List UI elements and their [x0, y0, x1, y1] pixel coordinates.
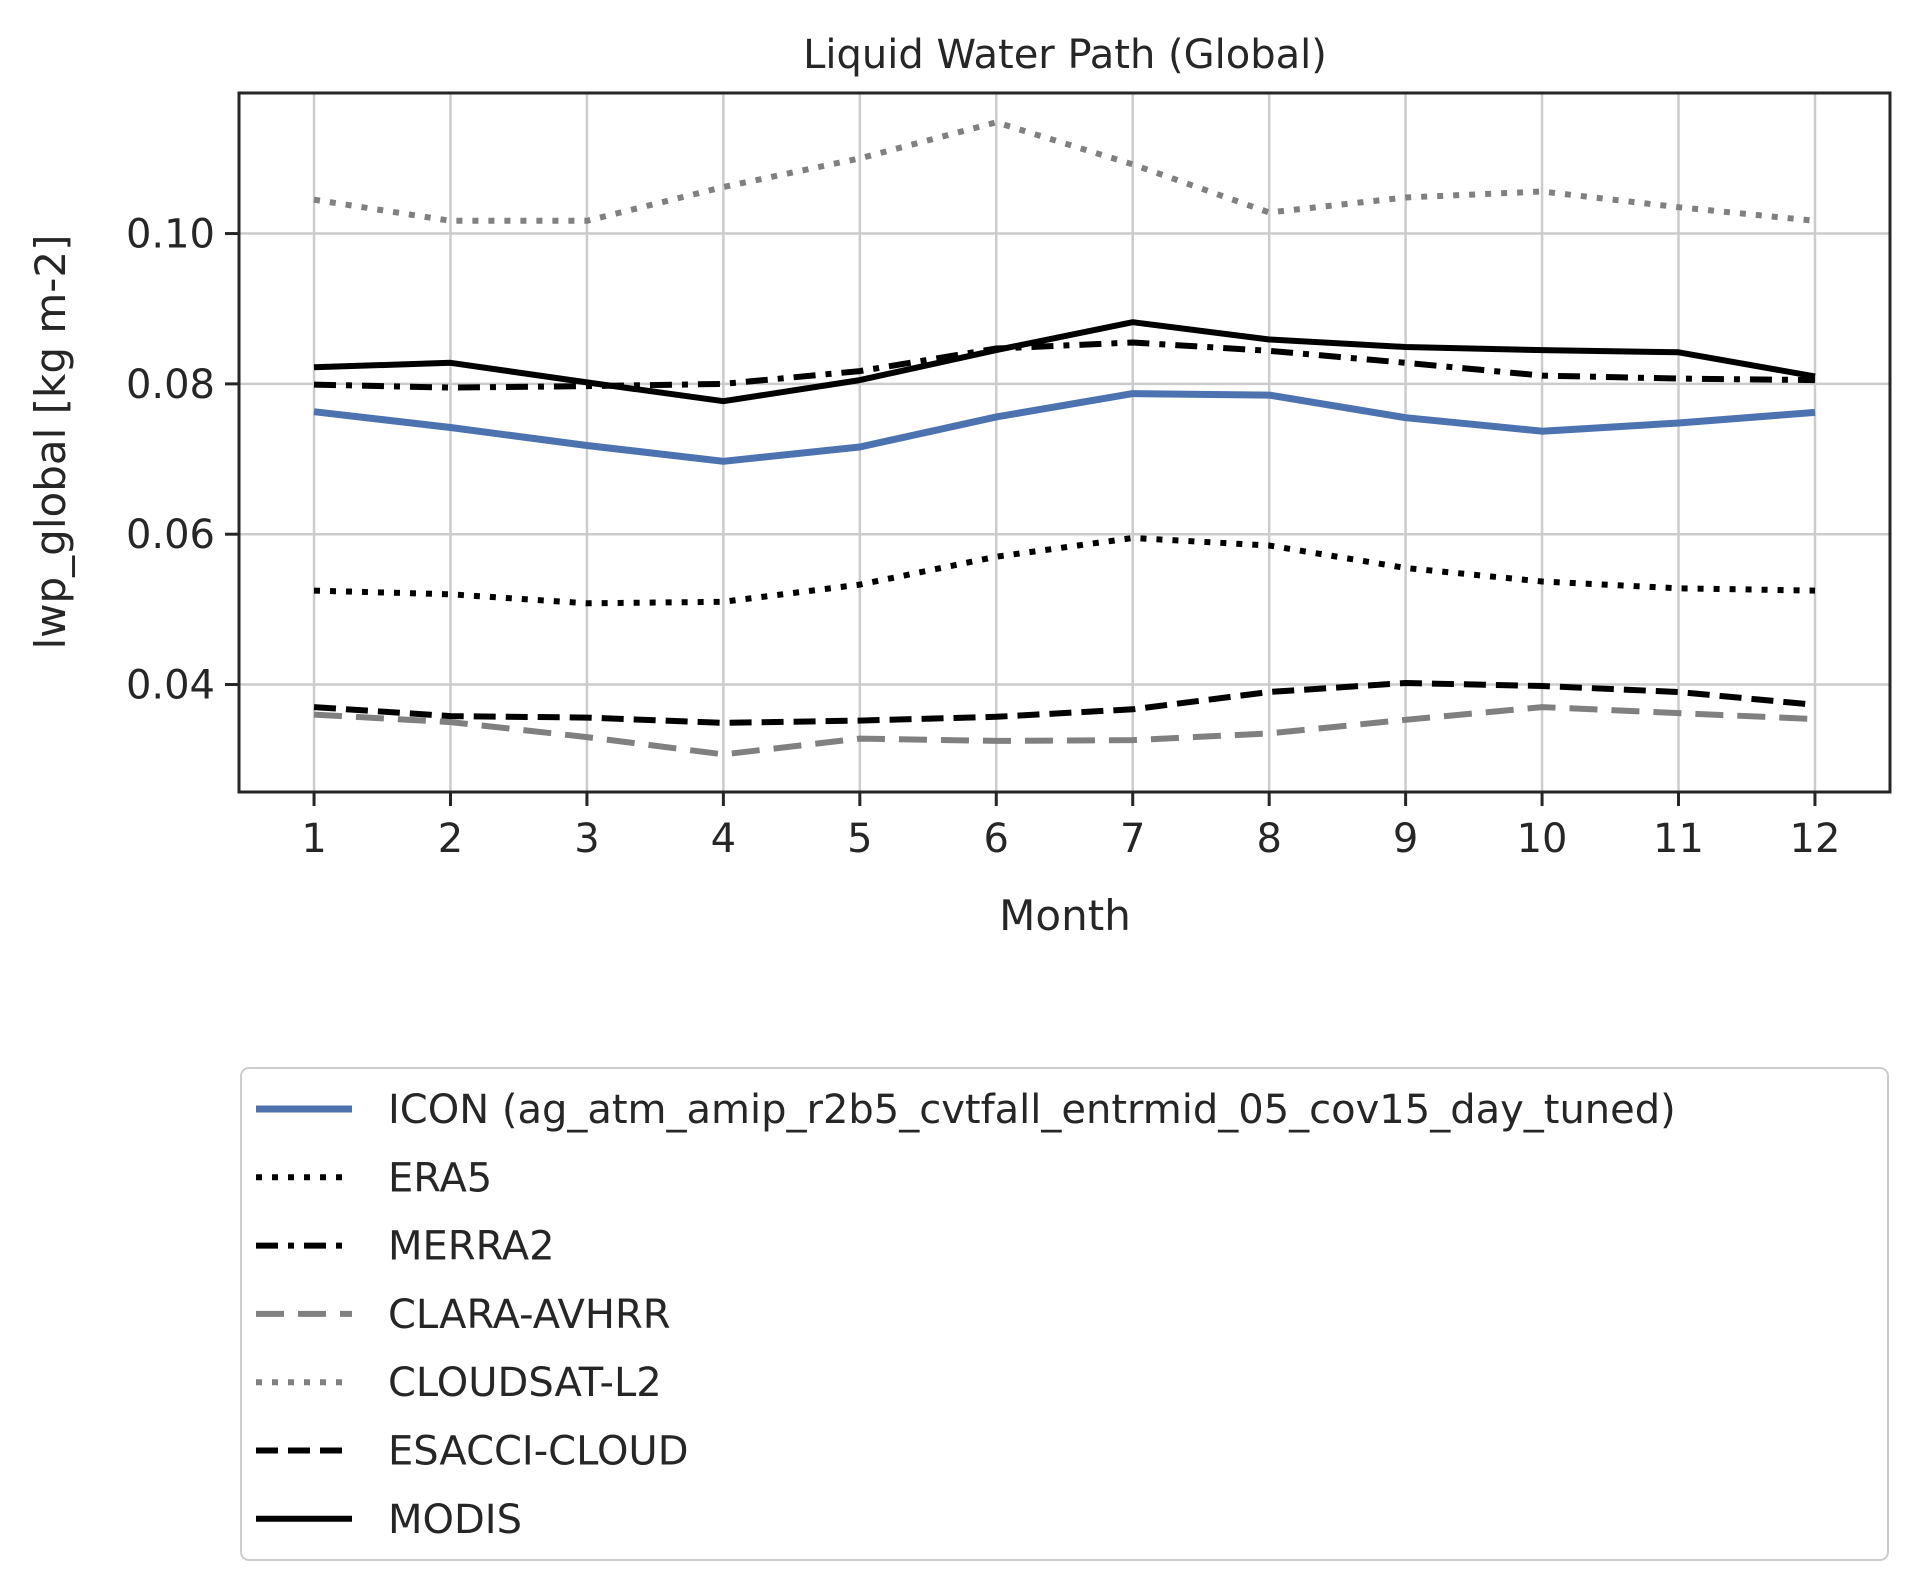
plot-frame	[237, 91, 1892, 794]
y-tick-label: 0.10	[126, 212, 215, 258]
series-line-cloudsat-l2	[313, 119, 1816, 224]
y-tick-label: 0.08	[126, 362, 215, 408]
y-axis: 0.04 0.06 0.08 0.10	[126, 212, 239, 709]
x-tick-label: 12	[1790, 816, 1841, 862]
legend-label: ICON (ag_atm_amip_r2b5_cvtfall_entrmid_0…	[388, 1087, 1676, 1133]
x-tick-label: 3	[574, 816, 599, 862]
series-line-era5	[313, 535, 1816, 607]
x-tick-label: 1	[301, 816, 326, 862]
series-line-merra2	[313, 339, 1816, 391]
series-layer	[313, 119, 1816, 758]
legend-label: ESACCI-CLOUD	[388, 1429, 689, 1475]
grid-lines	[239, 93, 1890, 792]
series-line-icon-ag-atm-amip-r2b5-cvtfall-entrmid-05-cov15-day-tuned	[313, 390, 1816, 465]
x-tick-label: 9	[1393, 816, 1418, 862]
y-axis-label: lwp_global [kg m-2]	[26, 234, 75, 649]
x-tick-label: 11	[1653, 816, 1704, 862]
legend-label: MODIS	[388, 1497, 522, 1543]
x-tick-label: 10	[1517, 816, 1568, 862]
x-axis-label: Month	[999, 891, 1131, 940]
legend-frame	[240, 1067, 1889, 1561]
chart-title: Liquid Water Path (Global)	[803, 32, 1327, 78]
x-tick-label: 2	[438, 816, 463, 862]
series-line-esacci-cloud	[313, 680, 1816, 726]
legend-label: ERA5	[388, 1155, 492, 1201]
y-tick-label: 0.06	[126, 512, 215, 558]
x-axis: 1 2 3 4 5 6 7 8 9 10 11 12	[301, 792, 1840, 862]
y-tick-label: 0.04	[126, 663, 215, 709]
legend-label: CLOUDSAT-L2	[388, 1360, 662, 1406]
x-tick-label: 7	[1120, 816, 1145, 862]
legend: ICON (ag_atm_amip_r2b5_cvtfall_entrmid_0…	[240, 1067, 1889, 1561]
x-tick-label: 4	[711, 816, 736, 862]
legend-label: CLARA-AVHRR	[388, 1292, 671, 1338]
series-line-modis	[313, 319, 1816, 405]
x-tick-label: 8	[1256, 816, 1281, 862]
x-tick-label: 6	[984, 816, 1009, 862]
x-tick-label: 5	[847, 816, 872, 862]
legend-label: MERRA2	[388, 1224, 555, 1270]
